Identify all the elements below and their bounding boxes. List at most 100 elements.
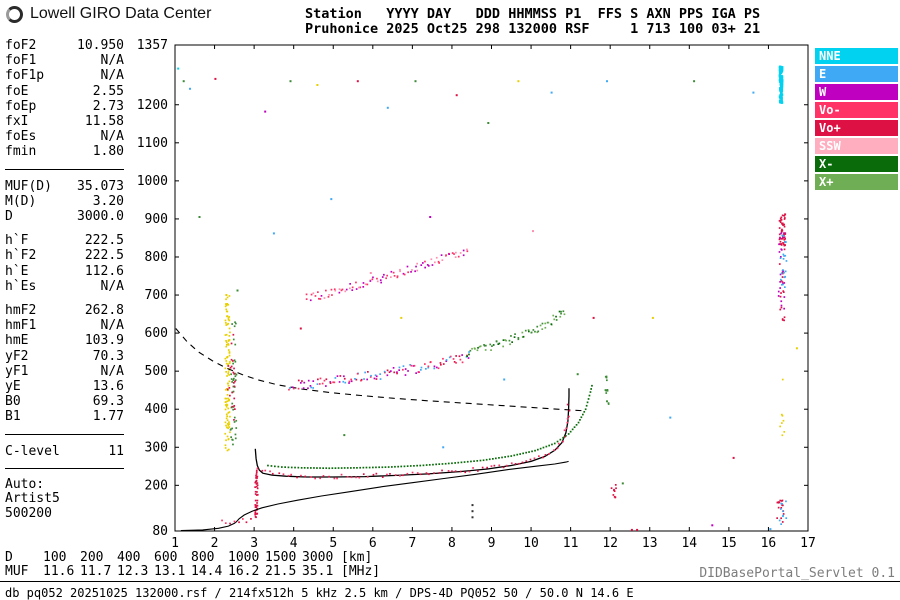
x-tick-label: 5 (329, 536, 337, 551)
parameter-group: C-level 11 (5, 444, 124, 459)
noise-column (604, 375, 610, 405)
logo-text: Lowell GIRO Data Center (30, 5, 212, 22)
param-label: foF2 (5, 38, 37, 53)
param-ye: yE 13.6 (5, 379, 124, 394)
noise-column (226, 333, 236, 421)
doppler-legend: NNE E W Vo- Vo+ SSW X- X+ (815, 48, 898, 192)
servlet-version: DIDBasePortal_Servlet 0.1 (699, 566, 895, 581)
param-value: N/A (100, 278, 124, 294)
param-value: N/A (100, 129, 124, 145)
muf-scale-value: 16.2 (228, 564, 260, 579)
parameter-panel: foF2 10.950 foF1 N/A foF1p N/A foE 2.55 foEp 2.73… (5, 38, 124, 521)
param-d: D 3000.0 (5, 209, 124, 224)
y-tick-label: 500 (145, 364, 168, 379)
y-tick-label: 1100 (137, 136, 168, 151)
param-hf2: h`F2 222.5 (5, 248, 124, 263)
muf-scale-value: 11.6 (43, 564, 75, 579)
param-value: 222.5 (84, 233, 124, 249)
giro-logo-icon (6, 5, 23, 23)
param-clevel: C-level 11 (5, 444, 124, 459)
noise-column (779, 234, 788, 288)
o-trace-doppler-overlay (256, 403, 571, 480)
d-scale-value: 400 (117, 550, 141, 565)
d-scale-value: 1500 (265, 550, 297, 565)
y-tick-label: 300 (145, 440, 168, 455)
noise-column (778, 500, 788, 525)
param-hmf2: hmF2 262.8 (5, 303, 124, 318)
x-tick-label: 15 (721, 536, 737, 551)
param-label: foF1p (5, 68, 45, 84)
y-tick-label: 200 (145, 478, 168, 493)
y-tick-label: 1200 (137, 98, 168, 113)
param-hme: hmE 103.9 (5, 333, 124, 348)
divider (5, 467, 124, 469)
param-value: 1.80 (92, 144, 124, 160)
param-hf: h`F 222.5 (5, 233, 124, 248)
param-label: h`F (5, 233, 29, 249)
muf-scale-value: 13.1 (154, 564, 186, 579)
param-label: hmF2 (5, 303, 37, 319)
param-label: yF2 (5, 348, 29, 364)
param-value: N/A (100, 53, 124, 69)
x-tick-label: 7 (408, 536, 416, 551)
x-tick-label: 16 (761, 536, 777, 551)
param-value: 10.950 (77, 38, 124, 53)
param-value: N/A (100, 68, 124, 84)
x-trace (267, 384, 593, 470)
param-value: N/A (100, 363, 124, 379)
d-scale-value: 200 (80, 550, 104, 565)
autoscaler-name: Artist5 (5, 491, 60, 507)
muf-scale-value: 14.4 (191, 564, 223, 579)
x-tick-label: 8 (448, 536, 456, 551)
param-label: hmF1 (5, 318, 37, 334)
status-line: db pq052 20251025 132000.rsf / 214fx512h… (5, 586, 634, 600)
param-value: 35.073 (77, 178, 124, 194)
param-value: 11 (108, 443, 124, 459)
param-value: 3000.0 (77, 209, 124, 225)
param-value: 11.58 (84, 114, 124, 130)
y-tick-label: 600 (145, 326, 168, 341)
footer-divider (0, 581, 900, 582)
x-tick-label: 14 (681, 536, 697, 551)
d-scale-value: 1000 (228, 550, 260, 565)
param-label: foEp (5, 98, 37, 114)
param-label: M(D) (5, 193, 37, 209)
param-yf1: yF1 N/A (5, 364, 124, 379)
legend-item-voplus: Vo+ (815, 120, 898, 136)
d-scale-unit: [km] (341, 550, 373, 565)
plot-frame: 1 2 3 4 5 6 7 8 9 10 11 12 13 14 15 16 17135712001100100… (137, 38, 816, 551)
param-label: h`Es (5, 278, 37, 294)
legend-item-nne: NNE (815, 48, 898, 64)
param-label: foF1 (5, 53, 37, 69)
muf-transmission-curve (175, 328, 583, 412)
param-value: 2.55 (92, 83, 124, 99)
param-label: B0 (5, 394, 21, 410)
second-order-o-trace (288, 351, 470, 391)
param-value: 69.3 (92, 394, 124, 410)
param-label: foEs (5, 129, 37, 145)
giro-logo: Lowell GIRO Data Center (6, 5, 211, 23)
d-scale-row: D 100 200 400 600 800 1000 1500 3000 [km] (5, 551, 372, 564)
legend-item-xminus: X- (815, 156, 898, 172)
d-scale-value: 800 (191, 550, 215, 565)
param-value: 103.9 (84, 333, 124, 349)
param-value: 3.20 (92, 193, 124, 209)
param-label: h`E (5, 263, 29, 279)
param-label: C-level (5, 443, 60, 459)
param-label: MUF(D) (5, 178, 52, 194)
autoscaler-version: 500200 (5, 505, 52, 521)
param-fxi: fxI 11.58 (5, 114, 124, 129)
es-trace (221, 518, 252, 525)
y-tick-label: 80 (152, 524, 168, 539)
auto-label: Auto: (5, 476, 45, 492)
parameter-group: hmF2 262.8 hmF1 N/A hmE 103.9 yF2 70.3 yF1 N/A yE 1… (5, 303, 124, 425)
muf-scale-row: MUF 11.6 11.7 12.3 13.1 14.4 16.2 21.5 35.1 [MHz] (5, 565, 380, 578)
x-tick-label: 1 (171, 536, 179, 551)
param-b0: B0 69.3 (5, 394, 124, 409)
y-tick-label: 1000 (137, 174, 168, 189)
x-tick-label: 9 (488, 536, 496, 551)
legend-item-vominus: Vo- (815, 102, 898, 118)
o-trace-f (254, 388, 570, 478)
param-label: hmE (5, 333, 29, 349)
